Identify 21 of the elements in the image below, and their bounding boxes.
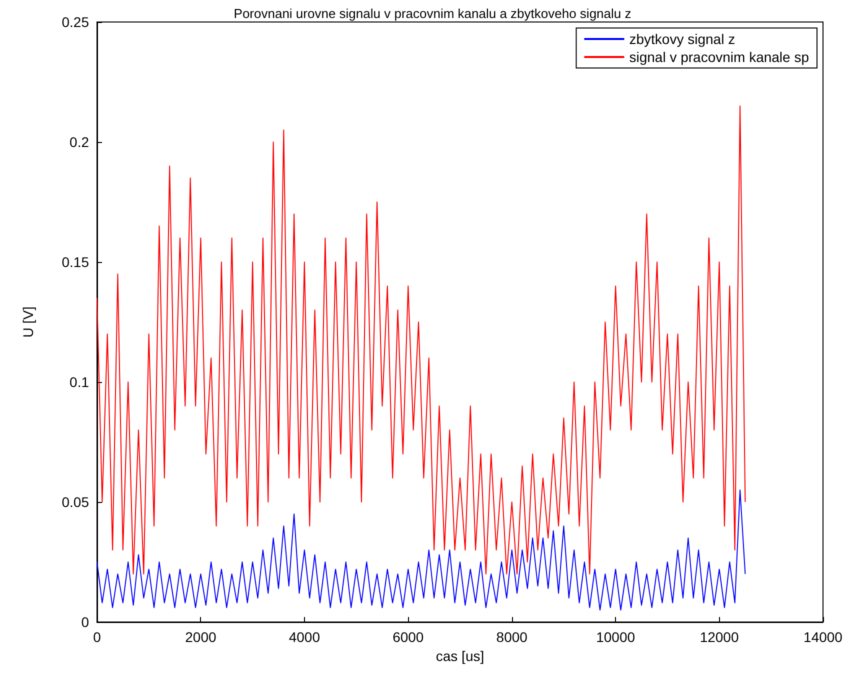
y-axis-title: U [V] xyxy=(20,306,36,338)
y-tick-label: 0.05 xyxy=(62,494,90,510)
x-tick-label: 10000 xyxy=(596,629,636,645)
x-tick-label: 12000 xyxy=(700,629,739,645)
x-tick-label: 0 xyxy=(93,629,102,645)
y-tick-label: 0 xyxy=(81,614,90,630)
y-tick-label: 0.25 xyxy=(62,14,90,30)
x-tick-label: 4000 xyxy=(288,629,320,645)
line-series xyxy=(96,106,746,574)
y-tick-label: 0.2 xyxy=(70,134,90,150)
x-axis-title: cas [us] xyxy=(436,648,484,664)
x-tick-label: 8000 xyxy=(496,629,528,645)
chart-title: Porovnani urovne signalu v pracovnim kanalu a zbytkoveho signalu z xyxy=(234,6,632,21)
x-tick-label: 6000 xyxy=(392,629,424,645)
legend-label: signal v pracovnim kanale sp xyxy=(629,49,810,65)
x-tick-label: 14000 xyxy=(804,629,843,645)
x-tick-label: 2000 xyxy=(185,629,216,645)
y-tick-label: 0.15 xyxy=(62,254,90,270)
line-series xyxy=(96,490,746,610)
legend-label: zbytkovy signal z xyxy=(629,31,736,47)
y-tick-label: 0.1 xyxy=(70,374,90,390)
